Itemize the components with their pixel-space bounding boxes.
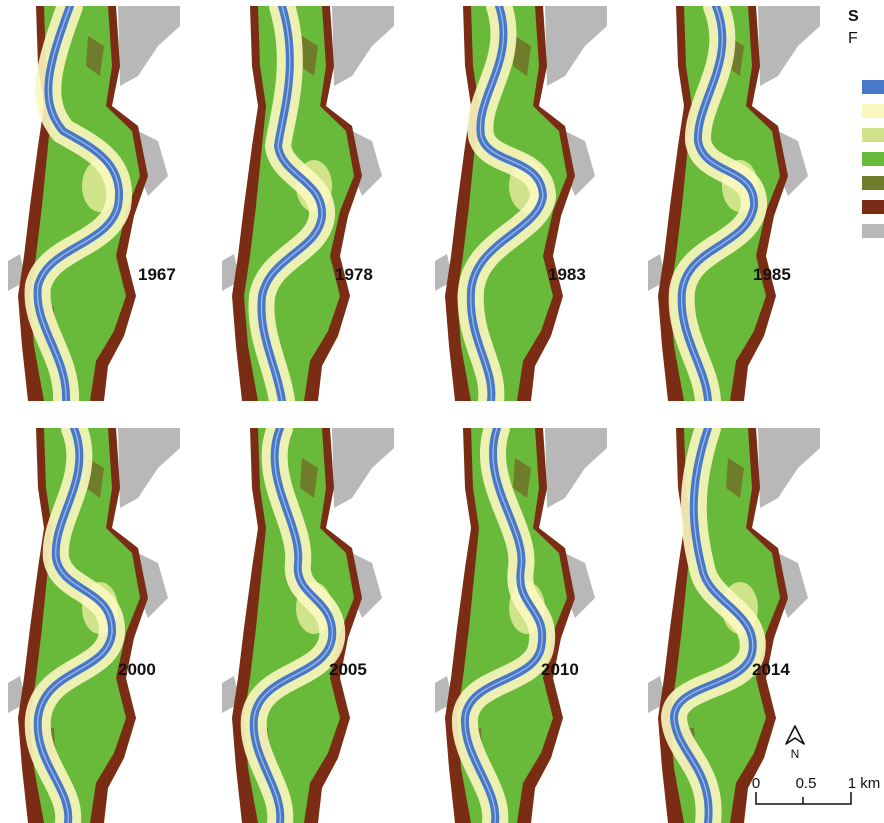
urban-area	[758, 6, 820, 86]
scale-tick-0: 0	[752, 775, 760, 792]
year-label-2005: 2005	[329, 660, 367, 679]
north-arrow-icon: N	[785, 725, 805, 761]
olive-patch	[86, 36, 104, 76]
urban-area	[118, 428, 180, 508]
floodplain-map	[222, 6, 394, 401]
urban-area	[545, 428, 607, 508]
floodplain-map	[8, 428, 180, 823]
map-panel-2010	[435, 428, 607, 823]
map-panel-2005	[222, 428, 394, 823]
urban-area	[545, 6, 607, 86]
river-channel-highlight	[36, 6, 120, 401]
legend-swatch-brown	[862, 200, 884, 214]
legend-title: S	[848, 8, 859, 25]
olive-patch	[513, 36, 531, 76]
urban-area	[118, 6, 180, 86]
year-label-1985: 1985	[753, 265, 791, 284]
floodplain-map	[435, 428, 607, 823]
map-panel-1967	[8, 6, 180, 401]
floodplain-map	[222, 428, 394, 823]
olive-patch	[726, 458, 744, 498]
river-channel-highlight	[681, 6, 755, 401]
map-panel-2014	[648, 428, 820, 823]
legend-swatch-light-vegetation	[862, 128, 884, 142]
olive-patch	[300, 36, 318, 76]
urban-area	[332, 6, 394, 86]
scale-tick-1-km: 1 km	[848, 775, 881, 792]
urban-area	[758, 428, 820, 508]
olive-patch	[300, 458, 318, 498]
river-channel-highlight	[253, 428, 333, 823]
year-label-2010: 2010	[541, 660, 579, 679]
olive-patch	[513, 458, 531, 498]
river-channel-highlight	[37, 428, 113, 823]
year-label-1967: 1967	[138, 265, 176, 284]
map-panel-1978	[222, 6, 394, 401]
floodplain-forest	[244, 428, 354, 823]
scale-tick-0-5: 0.5	[796, 775, 817, 792]
map-panel-1985	[648, 6, 820, 401]
floodplain-map	[648, 428, 820, 823]
year-label-1983: 1983	[548, 265, 586, 284]
river-channel-highlight	[673, 428, 754, 823]
legend-subtitle: F	[848, 30, 858, 47]
floodplain-forest	[457, 428, 567, 823]
legend-swatch-sand	[862, 104, 884, 118]
floodplain-map	[435, 6, 607, 401]
scale-bar: 0 0.5 1 km	[752, 775, 881, 805]
legend-swatch-forest	[862, 152, 884, 166]
legend-swatch-water	[862, 80, 884, 94]
legend-swatch-olive	[862, 176, 884, 190]
map-panel-2000	[8, 428, 180, 823]
river-channel-highlight	[464, 428, 543, 823]
year-label-1978: 1978	[335, 265, 373, 284]
map-panel-1983	[435, 6, 607, 401]
floodplain-map	[8, 6, 180, 401]
river-channel-highlight	[260, 6, 323, 401]
legend-swatch-urban	[862, 224, 884, 238]
north-label: N	[791, 747, 800, 761]
river-channel-highlight	[470, 6, 544, 401]
urban-area	[332, 428, 394, 508]
year-label-2014: 2014	[752, 660, 790, 679]
year-label-2000: 2000	[118, 660, 156, 679]
floodplain-map	[648, 6, 820, 401]
